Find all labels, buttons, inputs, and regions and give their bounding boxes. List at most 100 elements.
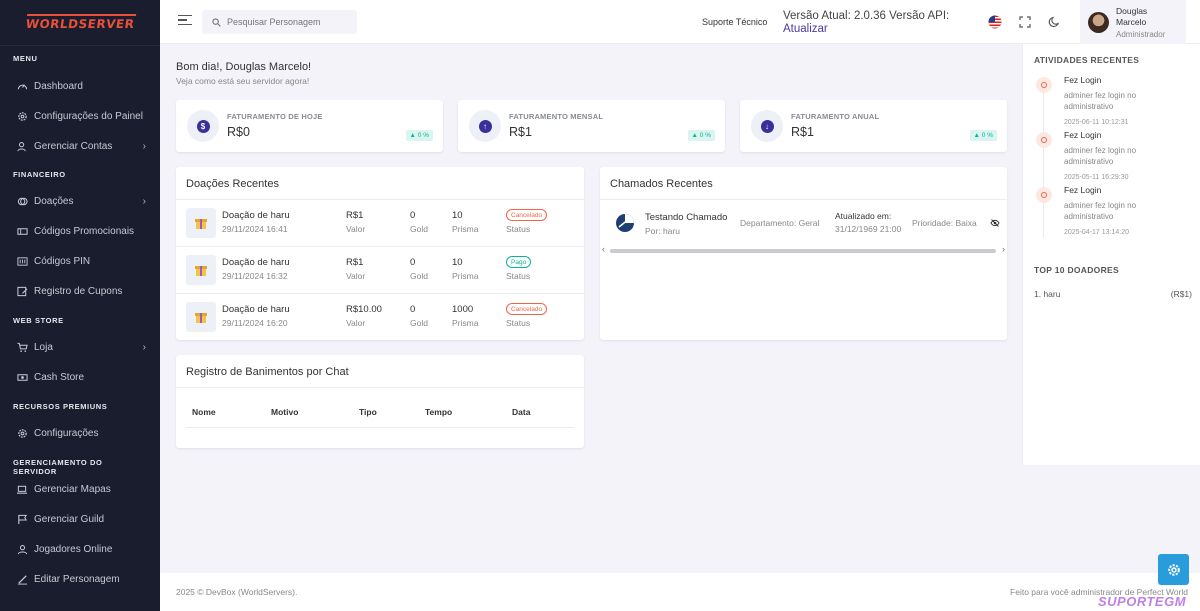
- scroll-thumb[interactable]: [610, 249, 996, 253]
- gift-icon: [186, 208, 216, 238]
- donation-date: 29/11/2024 16:32: [222, 271, 288, 281]
- donation-row[interactable]: Doação de haru 29/11/2024 16:32 R$1 Valo…: [176, 247, 584, 294]
- gauge-icon: [16, 80, 28, 92]
- logo[interactable]: WORLDSERVER: [0, 0, 160, 46]
- us-flag-icon[interactable]: [988, 15, 1002, 29]
- page-title: Bom dia!, Douglas Marcelo!: [176, 61, 312, 73]
- activity-desc-2: adminer fez login no administrativo: [1064, 146, 1137, 166]
- table-header-tempo: Tempo: [425, 407, 453, 417]
- logo-text: WORLDSERVER: [24, 14, 136, 31]
- flag-icon: [16, 513, 28, 525]
- sidebar-item-label: Cash Store: [34, 371, 85, 383]
- sidebar-item-personagem[interactable]: Editar Personagem: [0, 569, 160, 589]
- activity-time-3: 2025-04-17 13:14:20: [1064, 229, 1129, 236]
- chevron-right-icon: ›: [142, 140, 146, 152]
- scroll-right-icon[interactable]: ›: [1002, 244, 1005, 254]
- stat-value: R$0: [227, 125, 250, 139]
- scroll-left-icon[interactable]: ‹: [602, 244, 605, 254]
- donation-prisma: 1000: [452, 304, 474, 315]
- version-info: Versão Atual: 2.0.36 Versão API: Atualiz…: [783, 10, 949, 36]
- eye-off-icon[interactable]: [990, 218, 1000, 231]
- sidebar-item-dashboard[interactable]: Dashboard: [0, 76, 160, 96]
- search-box[interactable]: [202, 10, 357, 34]
- sidebar-item-doacoes[interactable]: Doações ›: [0, 191, 160, 211]
- horizontal-scrollbar[interactable]: ‹ ›: [602, 244, 1005, 255]
- fullscreen-icon[interactable]: [1018, 15, 1032, 29]
- user-settings-icon: [16, 140, 28, 152]
- ticket-updated-label: Atualizado em:: [835, 211, 892, 221]
- sidebar-item-label: Registro de Cupons: [34, 285, 123, 297]
- sidebar-item-guild[interactable]: Gerenciar Guild: [0, 509, 160, 529]
- section-financeiro: FINANCEIRO: [13, 170, 66, 179]
- settings-fab-button[interactable]: [1158, 554, 1189, 585]
- sidebar-item-label: Códigos Promocionais: [34, 225, 135, 237]
- donation-value: R$1: [346, 257, 364, 268]
- donation-value: R$10.00: [346, 304, 382, 315]
- panel-title: Doações Recentes: [186, 178, 279, 190]
- donations-panel: Doações Recentes Doação de haru 29/11/20…: [176, 167, 584, 340]
- version-text: Versão Atual: 2.0.36 Versão API:: [783, 10, 950, 22]
- panel-title: Chamados Recentes: [610, 178, 713, 190]
- search-icon: [212, 17, 221, 27]
- dark-mode-icon[interactable]: [1047, 15, 1061, 29]
- timeline-line: [1043, 88, 1044, 238]
- status-badge: Cancelado: [506, 303, 548, 315]
- tickets-panel: Chamados Recentes Testando Chamado Por: …: [600, 167, 1007, 340]
- sidebar-item-cupons[interactable]: Registro de Cupons: [0, 281, 160, 301]
- bans-panel: Registro de Banimentos por Chat: [176, 355, 584, 448]
- topbar: Suporte Técnico Versão Atual: 2.0.36 Ver…: [160, 0, 1200, 44]
- donation-status-label: Status: [506, 271, 531, 281]
- donation-row[interactable]: Doação de haru 29/11/2024 16:20 R$10.00 …: [176, 294, 584, 341]
- watermark: SUPORTEGM: [1098, 594, 1187, 609]
- donation-row[interactable]: Doação de haru 29/11/2024 16:41 R$1 Valo…: [176, 200, 584, 247]
- gear-icon: [16, 110, 28, 122]
- stat-badge: ▲ 0 %: [687, 130, 715, 141]
- stat-label: FATURAMENTO ANUAL: [791, 112, 880, 121]
- donation-status-label: Status: [506, 224, 531, 234]
- sidebar-item-label: Configurações do Painel: [34, 110, 143, 122]
- stat-value: R$1: [509, 125, 532, 139]
- sidebar-item-contas[interactable]: Gerenciar Contas ›: [0, 136, 160, 156]
- sidebar-item-codigos-pin[interactable]: Códigos PIN: [0, 251, 160, 271]
- divider: [176, 199, 584, 200]
- donation-name: Doação de haru: [222, 257, 290, 268]
- sidebar-item-configuracoes[interactable]: Configurações: [0, 423, 160, 443]
- sidebar-item-cash-store[interactable]: Cash Store: [0, 367, 160, 387]
- search-input[interactable]: [227, 17, 347, 27]
- activity-dot-icon: [1036, 187, 1052, 203]
- stat-card-month: ↑ FATURAMENTO MENSAL R$1 ▲ 0 %: [458, 100, 725, 152]
- sidebar-item-label: Códigos PIN: [34, 255, 91, 267]
- footer-credit: Feito para você administrador de Perfect…: [1010, 587, 1188, 597]
- sidebar-item-loja[interactable]: Loja ›: [0, 337, 160, 357]
- user-menu[interactable]: Douglas Marcelo Administrador: [1080, 0, 1186, 44]
- activity-title: ATIVIDADES RECENTES: [1034, 55, 1140, 65]
- footer: 2025 © DevBox (WorldServers). Feito para…: [160, 573, 1200, 611]
- sidebar-item-jogadores[interactable]: Jogadores Online: [0, 539, 160, 559]
- laptop-icon: [16, 483, 28, 495]
- donation-prisma-label: Prisma: [452, 224, 479, 234]
- sidebar-item-config-painel[interactable]: Configurações do Painel: [0, 106, 160, 126]
- table-header-data: Data: [512, 407, 531, 417]
- stat-badge: ▲ 0 %: [405, 130, 433, 141]
- sidebar-item-label: Gerenciar Guild: [34, 513, 105, 525]
- stat-badge: ▲ 0 %: [969, 130, 997, 141]
- support-link[interactable]: Suporte Técnico: [702, 17, 768, 27]
- stat-value: R$1: [791, 125, 814, 139]
- coins-icon: [16, 195, 28, 207]
- update-link[interactable]: Atualizar: [783, 23, 828, 35]
- sidebar-item-codigos-promo[interactable]: Códigos Promocionais: [0, 221, 160, 241]
- stat-card-today: $ FATURAMENTO DE HOJE R$0 ▲ 0 %: [176, 100, 443, 152]
- ticket-priority: Prioridade: Baixa: [912, 218, 977, 228]
- donation-prisma-label: Prisma: [452, 271, 479, 281]
- ticket-row[interactable]: Testando Chamado Por: haru Departamento:…: [600, 200, 1000, 244]
- activity-time-2: 2025-05-11 16:29:30: [1064, 174, 1129, 181]
- sidebar-item-mapas[interactable]: Gerenciar Mapas: [0, 479, 160, 499]
- stat-card-year: ↓ FATURAMENTO ANUAL R$1 ▲ 0 %: [740, 100, 1007, 152]
- dollar-icon: $: [187, 110, 219, 142]
- donation-gold-label: Gold: [410, 318, 428, 328]
- menu-toggle-icon[interactable]: [178, 15, 192, 27]
- activity-desc-3: adminer fez login no administrativo: [1064, 201, 1137, 221]
- user-role: Administrador: [1116, 30, 1166, 39]
- status-badge: Pago: [506, 256, 532, 268]
- sidebar: WORLDSERVER MENU Dashboard Configurações…: [0, 0, 160, 611]
